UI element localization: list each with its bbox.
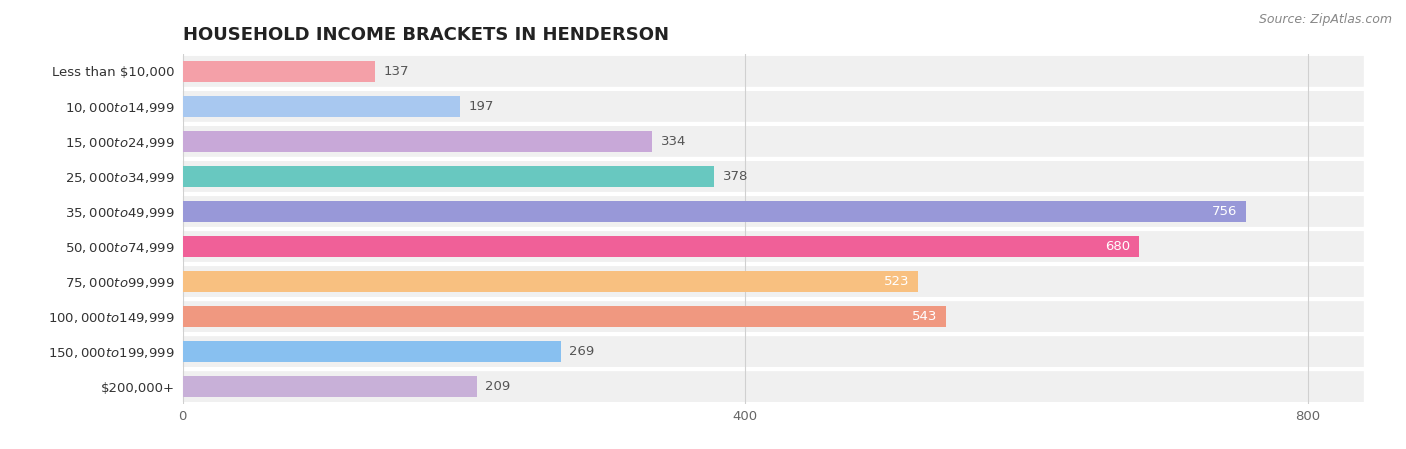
FancyBboxPatch shape: [183, 196, 1364, 227]
FancyBboxPatch shape: [183, 161, 1364, 192]
Text: 197: 197: [468, 100, 494, 113]
Bar: [183, 376, 477, 397]
Bar: [183, 96, 460, 117]
FancyBboxPatch shape: [183, 336, 1364, 367]
Text: 334: 334: [661, 135, 686, 148]
Bar: [183, 201, 1246, 222]
Text: 209: 209: [485, 380, 510, 393]
Text: 137: 137: [384, 65, 409, 78]
Text: Source: ZipAtlas.com: Source: ZipAtlas.com: [1258, 13, 1392, 26]
FancyBboxPatch shape: [183, 56, 1364, 87]
Text: 378: 378: [723, 170, 748, 183]
FancyBboxPatch shape: [183, 301, 1364, 332]
Text: 269: 269: [569, 345, 595, 358]
Text: 523: 523: [884, 275, 910, 288]
Bar: [183, 61, 375, 82]
Bar: [183, 166, 714, 187]
Text: 756: 756: [1212, 205, 1237, 218]
Text: 543: 543: [912, 310, 938, 323]
Bar: [183, 341, 561, 362]
Text: HOUSEHOLD INCOME BRACKETS IN HENDERSON: HOUSEHOLD INCOME BRACKETS IN HENDERSON: [183, 26, 669, 44]
Bar: [183, 131, 652, 152]
Bar: [183, 306, 946, 327]
FancyBboxPatch shape: [183, 91, 1364, 122]
FancyBboxPatch shape: [183, 371, 1364, 402]
FancyBboxPatch shape: [183, 231, 1364, 262]
FancyBboxPatch shape: [183, 266, 1364, 297]
Bar: [183, 271, 918, 292]
FancyBboxPatch shape: [183, 126, 1364, 157]
Text: 680: 680: [1105, 240, 1130, 253]
Bar: [183, 236, 1139, 257]
